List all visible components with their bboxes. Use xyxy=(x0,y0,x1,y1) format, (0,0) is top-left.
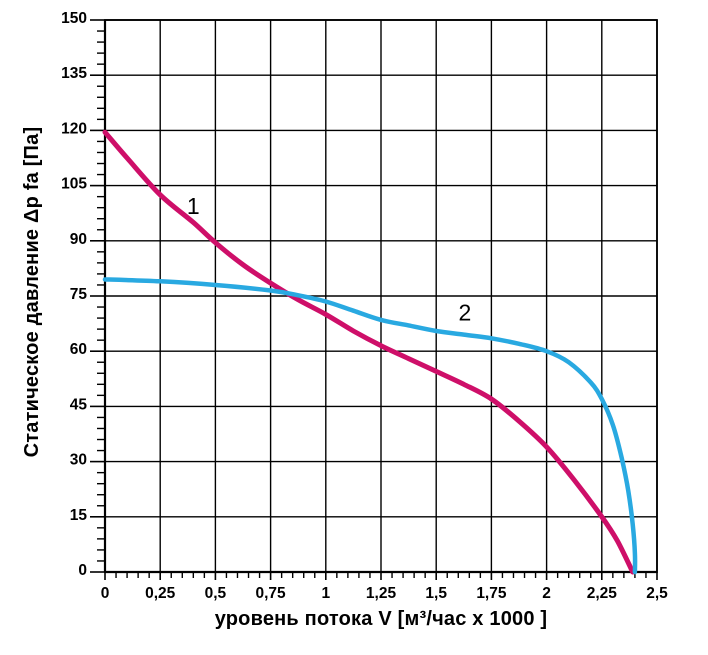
curve-1 xyxy=(102,129,636,575)
y-axis-title: Статическое давление Δp fa [Па] xyxy=(21,126,43,458)
y-tick-label: 150 xyxy=(61,10,87,27)
curve-label-1: 1 xyxy=(187,193,200,219)
x-tick-label: 2 xyxy=(542,585,551,602)
x-tick-label: 0 xyxy=(101,585,110,602)
curve-label-2: 2 xyxy=(459,300,472,326)
y-tick-label: 30 xyxy=(70,452,87,469)
y-tick-label: 90 xyxy=(70,231,87,248)
y-tick-label: 135 xyxy=(61,65,87,82)
y-tick-label: 45 xyxy=(70,396,88,413)
y-tick-label: 105 xyxy=(61,176,87,193)
x-tick-label: 0,75 xyxy=(256,585,287,602)
x-tick-label: 2,25 xyxy=(587,585,618,602)
x-tick-label: 2,5 xyxy=(646,585,668,602)
x-tick-label: 1 xyxy=(321,585,330,602)
y-tick-label: 120 xyxy=(61,120,87,137)
x-tick-label: 0,5 xyxy=(205,585,227,602)
x-tick-label: 1,75 xyxy=(476,585,507,602)
x-axis-title: уровень потока V [м³/час x 1000 ] xyxy=(214,608,548,630)
curve-2 xyxy=(102,277,638,575)
x-tick-label: 1,5 xyxy=(425,585,447,602)
y-tick-label: 15 xyxy=(70,507,88,524)
x-tick-label: 0,25 xyxy=(145,585,176,602)
x-tick-label: 1,25 xyxy=(366,585,397,602)
y-tick-label: 60 xyxy=(70,341,87,358)
y-tick-label: 0 xyxy=(78,562,87,579)
y-tick-label: 75 xyxy=(70,286,88,303)
